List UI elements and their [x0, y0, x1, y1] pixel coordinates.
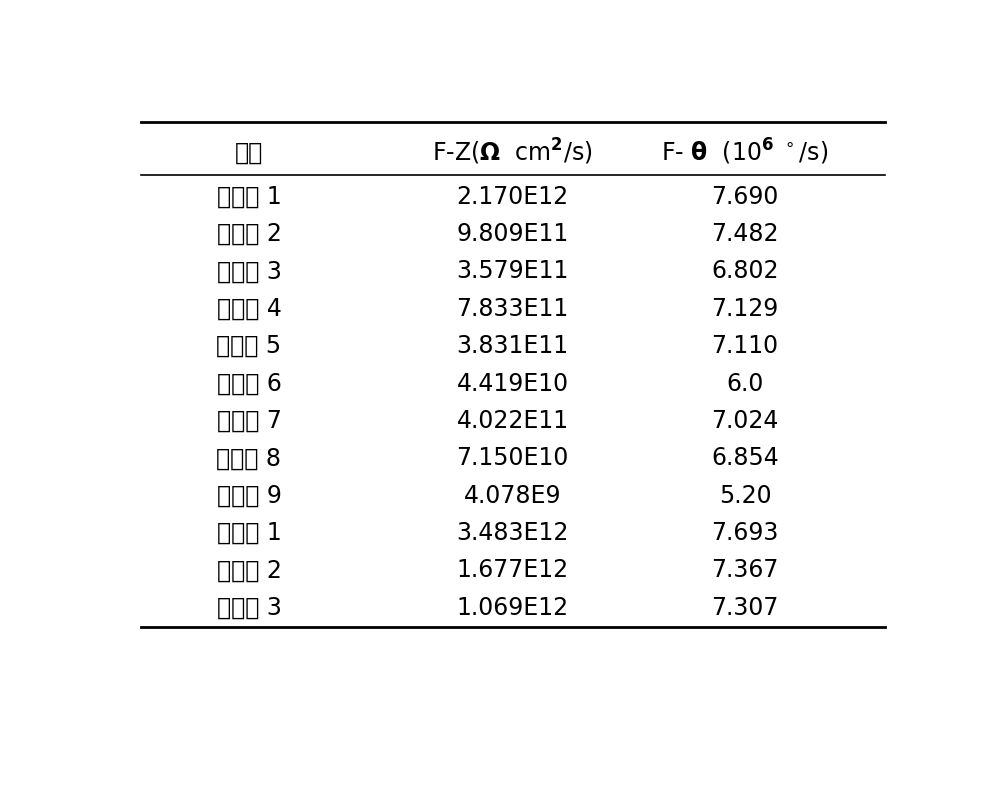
Text: 实施例 2: 实施例 2: [217, 222, 281, 246]
Text: 3.483E12: 3.483E12: [456, 521, 569, 545]
Text: 实施例 4: 实施例 4: [217, 297, 281, 321]
Text: 7.150E10: 7.150E10: [456, 447, 569, 470]
Text: 6.854: 6.854: [711, 447, 779, 470]
Text: 3.831E11: 3.831E11: [456, 335, 569, 358]
Text: 2.170E12: 2.170E12: [456, 185, 569, 209]
Text: 6.802: 6.802: [711, 260, 779, 283]
Text: 6.0: 6.0: [726, 372, 764, 395]
Text: 7.307: 7.307: [711, 596, 779, 619]
Text: 实施例 3: 实施例 3: [217, 260, 281, 283]
Text: 7.690: 7.690: [711, 185, 779, 209]
Text: 4.419E10: 4.419E10: [456, 372, 569, 395]
Text: 3.579E11: 3.579E11: [456, 260, 569, 283]
Text: 实施例 1: 实施例 1: [217, 185, 281, 209]
Text: 7.110: 7.110: [711, 335, 779, 358]
Text: 4.022E11: 4.022E11: [456, 409, 569, 433]
Text: 7.833E11: 7.833E11: [456, 297, 569, 321]
Text: F-Z($\bf\Omega$  cm$\mathbf{^2}$/s): F-Z($\bf\Omega$ cm$\mathbf{^2}$/s): [432, 137, 593, 167]
Text: 7.367: 7.367: [711, 559, 779, 582]
Text: 样品: 样品: [235, 140, 263, 164]
Text: 4.078E9: 4.078E9: [464, 484, 561, 507]
Text: 对比例 1: 对比例 1: [217, 521, 281, 545]
Text: 实施例 5: 实施例 5: [216, 335, 282, 358]
Text: 7.129: 7.129: [711, 297, 779, 321]
Text: 5.20: 5.20: [719, 484, 771, 507]
Text: 9.809E11: 9.809E11: [456, 222, 569, 246]
Text: 实施例 6: 实施例 6: [217, 372, 281, 395]
Text: 1.069E12: 1.069E12: [456, 596, 569, 619]
Text: 实施例 7: 实施例 7: [217, 409, 281, 433]
Text: 实施例 9: 实施例 9: [217, 484, 281, 507]
Text: 实施例 8: 实施例 8: [216, 447, 282, 470]
Text: 1.677E12: 1.677E12: [456, 559, 569, 582]
Text: 7.693: 7.693: [711, 521, 779, 545]
Text: 7.482: 7.482: [711, 222, 779, 246]
Text: 对比例 3: 对比例 3: [217, 596, 281, 619]
Text: 7.024: 7.024: [711, 409, 779, 433]
Text: 对比例 2: 对比例 2: [217, 559, 281, 582]
Text: F- $\bf\theta$  (10$\mathbf{^6}$ $^\circ$/s): F- $\bf\theta$ (10$\mathbf{^6}$ $^\circ$…: [661, 137, 829, 167]
